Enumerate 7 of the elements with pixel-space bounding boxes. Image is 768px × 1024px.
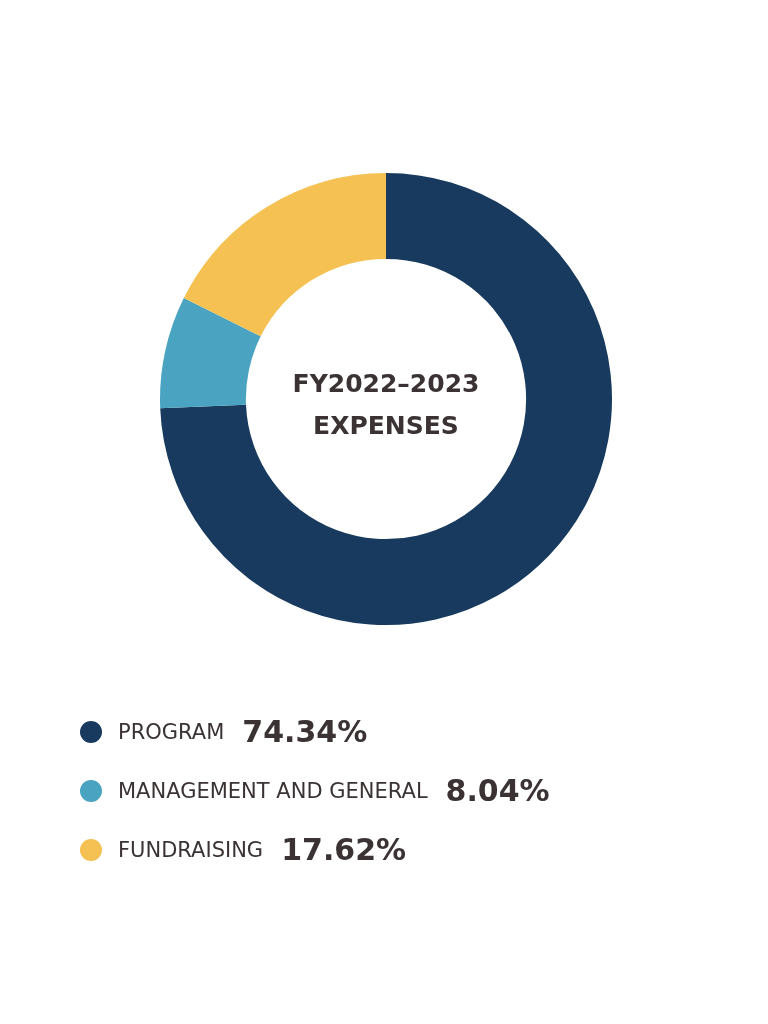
legend-label: PROGRAM: [118, 719, 225, 744]
text: FY2022–2023 EXPENSES: [291, 368, 481, 442]
data-label: 8.04%: [445, 773, 550, 808]
legend-label: MANAGEMENT AND GENERAL: [118, 778, 428, 803]
legend-label: FUNDRAISING: [118, 837, 264, 862]
data-label: 17.62%: [281, 832, 407, 867]
data-label: 74.34%: [242, 714, 368, 749]
